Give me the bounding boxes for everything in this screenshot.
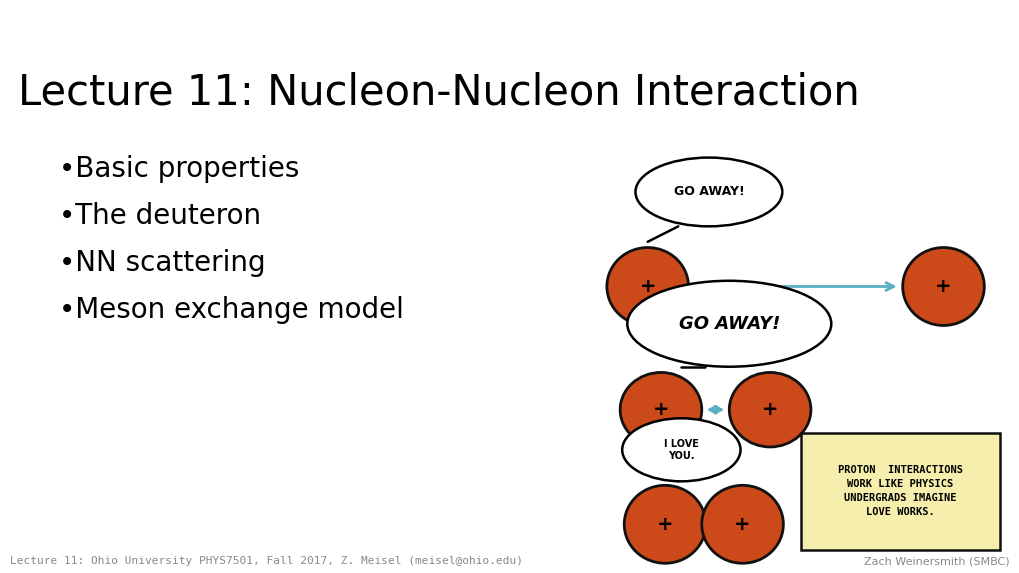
Ellipse shape <box>635 158 782 226</box>
Text: +: + <box>656 515 673 534</box>
Text: •Meson exchange model: •Meson exchange model <box>59 296 404 324</box>
Ellipse shape <box>622 418 740 481</box>
Text: +: + <box>761 400 777 419</box>
Text: Lecture 11: Nucleon-Nucleon Interaction: Lecture 11: Nucleon-Nucleon Interaction <box>18 72 859 113</box>
Ellipse shape <box>627 281 830 367</box>
Text: +: + <box>734 515 750 534</box>
Text: Lecture 11: Ohio University PHYS7501, Fall 2017, Z. Meisel (meisel@ohio.edu): Lecture 11: Ohio University PHYS7501, Fa… <box>10 556 523 566</box>
Text: PROTON  INTERACTIONS
WORK LIKE PHYSICS
UNDERGRADS IMAGINE
LOVE WORKS.: PROTON INTERACTIONS WORK LIKE PHYSICS UN… <box>837 465 962 517</box>
Text: +: + <box>639 277 655 296</box>
Text: GO AWAY!: GO AWAY! <box>678 315 780 333</box>
Text: •Basic properties: •Basic properties <box>59 155 300 183</box>
Ellipse shape <box>620 372 701 447</box>
Text: +: + <box>652 400 668 419</box>
Text: I LOVE
YOU.: I LOVE YOU. <box>663 439 698 461</box>
Ellipse shape <box>902 248 983 325</box>
Text: GO AWAY!: GO AWAY! <box>673 186 744 198</box>
Ellipse shape <box>729 372 810 447</box>
Ellipse shape <box>606 248 688 325</box>
Ellipse shape <box>701 485 783 563</box>
Text: •NN scattering: •NN scattering <box>59 249 266 277</box>
FancyBboxPatch shape <box>800 433 999 550</box>
Text: Zach Weinersmith (SMBC): Zach Weinersmith (SMBC) <box>863 556 1009 566</box>
Text: •The deuteron: •The deuteron <box>59 202 261 230</box>
Ellipse shape <box>624 485 705 563</box>
Text: +: + <box>934 277 951 296</box>
